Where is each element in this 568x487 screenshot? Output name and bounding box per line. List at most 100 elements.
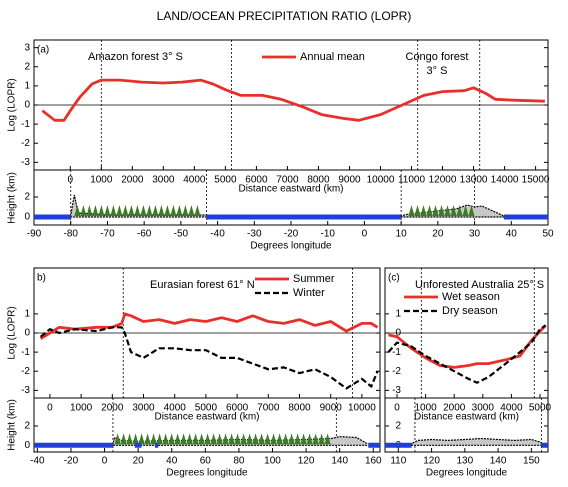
x-tick-label: 1000 bbox=[70, 403, 93, 414]
x-tick-label: 150 bbox=[523, 456, 540, 467]
x-tick-label: -20 bbox=[284, 229, 299, 240]
x-axis-label: Degrees longitude bbox=[166, 468, 248, 479]
x-tick-label: -40 bbox=[30, 456, 45, 467]
y-tick-label: 3 bbox=[24, 42, 30, 53]
x-tick-label: 80 bbox=[233, 456, 245, 467]
x-tick-label: 120 bbox=[423, 456, 440, 467]
legend-label: Dry season bbox=[442, 305, 498, 317]
y-tick-label: 1 bbox=[395, 309, 401, 320]
legend-label: Summer bbox=[293, 273, 335, 285]
legend-label: Wet season bbox=[442, 291, 500, 303]
x-tick-label: 3000 bbox=[132, 403, 155, 414]
y-tick-label: -2 bbox=[21, 366, 30, 377]
plot-frame bbox=[33, 397, 381, 453]
x-tick-label: 8000 bbox=[288, 403, 311, 414]
ocean bbox=[154, 442, 159, 448]
x-tick-label: 3000 bbox=[152, 175, 175, 186]
x-tick-label: 0 bbox=[68, 175, 74, 186]
data-line bbox=[388, 324, 547, 369]
legend-label: Annual mean bbox=[300, 51, 365, 63]
x-tick-label: -10 bbox=[320, 229, 335, 240]
x-tick-label: 2000 bbox=[101, 403, 124, 414]
ocean bbox=[503, 214, 548, 220]
ocean bbox=[134, 442, 142, 448]
ocean bbox=[368, 442, 380, 448]
x-tick-label: 160 bbox=[365, 456, 382, 467]
y-tick-label: 2 bbox=[24, 192, 30, 203]
panel-label: (a) bbox=[37, 45, 49, 56]
x-tick-label: 2000 bbox=[121, 175, 144, 186]
legend-label: Winter bbox=[293, 287, 325, 299]
x-tick-label: 20 bbox=[432, 229, 444, 240]
y-tick-label: 2 bbox=[395, 421, 401, 432]
x-tick-label: 20 bbox=[133, 456, 145, 467]
x-tick-label: 0 bbox=[47, 403, 53, 414]
x-tick-label: 10000 bbox=[348, 403, 376, 414]
panel-label: (c) bbox=[388, 273, 400, 284]
y-tick-label: -3 bbox=[21, 157, 30, 168]
x-tick-label: 140 bbox=[490, 456, 507, 467]
forest bbox=[74, 205, 201, 216]
x-tick-label: 13000 bbox=[460, 175, 488, 186]
y-tick-label: 0 bbox=[24, 212, 30, 223]
figure-title: LAND/OCEAN PRECIPITATION RATIO (LOPR) bbox=[157, 9, 412, 23]
x-tick-label: -30 bbox=[247, 229, 262, 240]
x-tick-label: 7000 bbox=[257, 403, 280, 414]
x-tick-label: 11000 bbox=[398, 175, 426, 186]
y-axis-label: Height (km) bbox=[7, 172, 18, 224]
x-tick-label: 120 bbox=[298, 456, 315, 467]
x-tick-label: 1000 bbox=[414, 403, 437, 414]
x-tick-label: 4000 bbox=[183, 175, 206, 186]
x-axis-label: Distance eastward (km) bbox=[414, 412, 519, 423]
x-tick-label: 10 bbox=[396, 229, 408, 240]
x-tick-label: 5000 bbox=[529, 403, 552, 414]
x-tick-label: -90 bbox=[27, 229, 42, 240]
x-tick-label: 5000 bbox=[214, 175, 237, 186]
x-axis-label: Distance eastward (km) bbox=[238, 184, 343, 195]
plot-frame bbox=[384, 397, 549, 453]
ocean bbox=[385, 442, 412, 448]
x-tick-label: 0 bbox=[394, 403, 400, 414]
x-axis-label: Distance eastward (km) bbox=[154, 412, 259, 423]
ocean bbox=[206, 214, 402, 220]
x-tick-label: 1000 bbox=[90, 175, 113, 186]
x-tick-label: -20 bbox=[64, 456, 79, 467]
x-tick-label: 6000 bbox=[245, 175, 268, 186]
x-tick-label: 110 bbox=[390, 456, 406, 467]
y-tick-label: 1 bbox=[24, 81, 30, 92]
ocean bbox=[34, 214, 71, 220]
y-tick-label: 2 bbox=[24, 421, 30, 432]
annotation: Congo forest bbox=[406, 51, 469, 63]
x-tick-label: -40 bbox=[210, 229, 225, 240]
x-tick-label: 100 bbox=[264, 456, 281, 467]
y-tick-label: -1 bbox=[21, 119, 30, 130]
y-tick-label: 1 bbox=[24, 309, 30, 320]
terrain bbox=[411, 437, 542, 446]
x-tick-label: 40 bbox=[166, 456, 178, 467]
y-tick-label: -1 bbox=[392, 347, 401, 358]
annotation: 3° S bbox=[427, 65, 448, 77]
x-tick-label: -80 bbox=[63, 229, 78, 240]
y-tick-label: -2 bbox=[392, 366, 401, 377]
y-tick-label: -3 bbox=[392, 385, 401, 396]
y-axis-label: Log (LOPR) bbox=[7, 306, 18, 359]
x-tick-label: 7000 bbox=[276, 175, 299, 186]
x-tick-label: 12000 bbox=[429, 175, 457, 186]
data-line bbox=[39, 326, 379, 390]
x-axis-label: Degrees longitude bbox=[426, 468, 508, 479]
x-axis-label: Degrees longitude bbox=[250, 241, 332, 252]
panel-label: b) bbox=[37, 273, 46, 284]
x-tick-label: -70 bbox=[100, 229, 115, 240]
x-tick-label: 14000 bbox=[491, 175, 519, 186]
x-tick-label: 50 bbox=[542, 229, 554, 240]
x-tick-label: 15000 bbox=[522, 175, 550, 186]
data-line bbox=[41, 78, 545, 122]
x-tick-label: 10000 bbox=[367, 175, 395, 186]
x-tick-label: 0 bbox=[362, 229, 368, 240]
data-line bbox=[39, 312, 379, 340]
x-tick-label: 9000 bbox=[338, 175, 361, 186]
x-tick-label: 40 bbox=[506, 229, 518, 240]
x-tick-label: 2000 bbox=[443, 403, 466, 414]
y-axis-label: Height (km) bbox=[7, 399, 18, 451]
